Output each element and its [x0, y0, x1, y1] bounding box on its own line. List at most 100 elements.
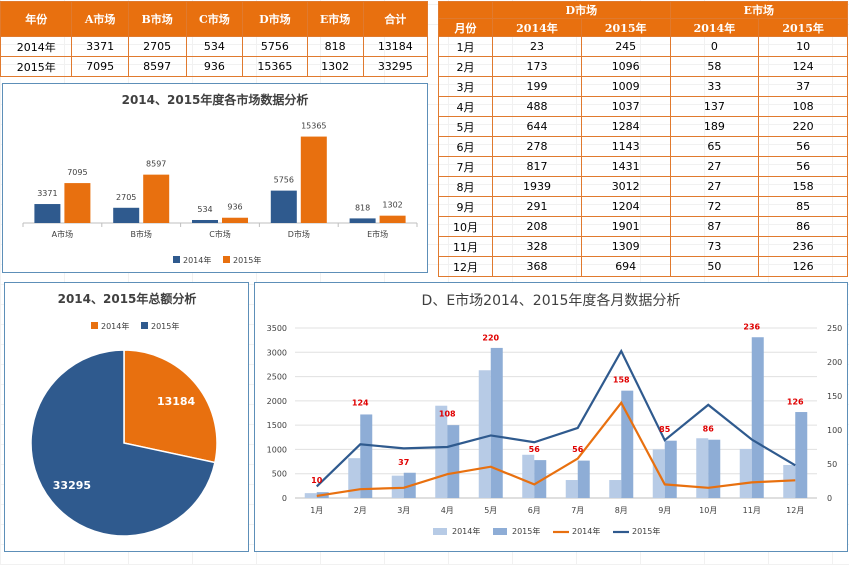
bar-2015	[300, 136, 327, 223]
legend-label: 2015年	[512, 526, 540, 536]
legend-label: 2014年	[572, 526, 600, 536]
bar-data-label: 8597	[146, 160, 166, 169]
monthly-header-cell: 2015年	[758, 18, 848, 37]
bar-data-label: 3371	[37, 189, 57, 198]
monthly-cell: 291	[492, 196, 582, 217]
monthly-cell: 1284	[580, 116, 671, 137]
bar-2015	[143, 174, 170, 223]
legend-swatch	[493, 528, 507, 535]
y-left-tick-label: 0	[282, 494, 287, 503]
legend-swatch	[433, 528, 447, 535]
legend-label: 2014年	[452, 526, 480, 536]
monthly-cell: 1204	[580, 196, 671, 217]
market-bar-chart[interactable]: 2014、2015年度各市场数据分析 A市场 3371 7095 B市场 2705 8597…	[2, 83, 428, 273]
data-label: 56	[572, 445, 584, 454]
monthly-row: 11月 328 1309 73 236	[437, 236, 848, 257]
x-tick-label: 4月	[441, 506, 454, 515]
bar-data-label: 818	[355, 203, 370, 212]
monthly-cell: 3月	[437, 76, 494, 97]
x-tick-label: D市场	[288, 229, 310, 239]
monthly-cell: 1939	[492, 176, 582, 197]
legend-label: 2014年	[101, 321, 129, 331]
summary-cell: 818	[306, 36, 364, 57]
pie-data-label: 33295	[53, 479, 91, 492]
bar-data-label: 1302	[382, 201, 402, 210]
line-2014年	[316, 400, 796, 498]
monthly-cell: 644	[492, 116, 582, 137]
legend-label: 2015年	[151, 321, 179, 331]
monthly-header-cell: 2014年	[492, 18, 582, 37]
data-label: 124	[352, 399, 369, 408]
monthly-header-cell: 月份	[437, 18, 494, 37]
monthly-cell: 1096	[580, 56, 671, 77]
x-tick-label: 10月	[699, 506, 717, 515]
market-bar-chart-svg: 2014、2015年度各市场数据分析 A市场 3371 7095 B市场 2705 8597…	[22, 92, 418, 265]
monthly-cell: 173	[492, 56, 582, 77]
monthly-cell: 8月	[437, 176, 494, 197]
monthly-cell: 1009	[580, 76, 671, 97]
monthly-cell: 108	[758, 96, 848, 117]
x-tick-label: 7月	[571, 506, 584, 515]
monthly-header-cell: 2014年	[669, 18, 760, 37]
monthly-combo-chart-svg: D、E市场2014、2015年度各月数据分析050010001500200025…	[267, 292, 843, 536]
bar-2014年	[435, 405, 448, 498]
summary-cell: 2014年	[0, 36, 73, 57]
x-tick-label: 11月	[743, 506, 761, 515]
bar-data-label: 15365	[301, 122, 326, 131]
monthly-cell: 694	[580, 256, 671, 277]
monthly-cell: 220	[758, 116, 848, 137]
bar-2015年	[360, 414, 373, 498]
monthly-cell: 11月	[437, 236, 494, 257]
monthly-row: 6月 278 1143 65 56	[437, 136, 848, 157]
legend-swatch	[141, 322, 148, 329]
monthly-cell: 817	[492, 156, 582, 177]
bar-2014年	[522, 454, 535, 498]
monthly-row: 7月 817 1431 27 56	[437, 156, 848, 177]
x-tick-label: 3月	[397, 506, 410, 515]
e-market-group-header: E市场	[669, 1, 849, 19]
x-tick-label: E市场	[367, 229, 388, 239]
summary-header-cell: A市场	[71, 1, 129, 37]
monthly-cell: 126	[758, 256, 848, 277]
total-pie-chart[interactable]: 2014、2015年总额分析 2014年 2015年 13184 33295	[4, 282, 249, 552]
monthly-row: 2月 173 1096 58 124	[437, 56, 848, 77]
bar-data-label: 5756	[274, 176, 294, 185]
bar-2014年	[565, 480, 578, 498]
monthly-cell: 33	[669, 76, 760, 97]
x-tick-label: 1月	[310, 506, 323, 515]
monthly-cell: 208	[492, 216, 582, 237]
monthly-cell: 37	[758, 76, 848, 97]
monthly-cell: 488	[492, 96, 582, 117]
y-left-tick-label: 3000	[267, 348, 287, 357]
monthly-cell: 7月	[437, 156, 494, 177]
monthly-header-cell: 2015年	[580, 18, 671, 37]
bar-2014年	[696, 438, 709, 498]
y-left-tick-label: 1500	[267, 421, 287, 430]
data-label: 86	[703, 425, 715, 434]
chart-title: 2014、2015年度各市场数据分析	[122, 92, 309, 107]
bar-2015年	[447, 425, 460, 498]
data-label: 220	[482, 333, 499, 342]
monthly-combo-chart[interactable]: D、E市场2014、2015年度各月数据分析 0 500 1000 1500 2000 25…	[254, 282, 848, 552]
monthly-cell: 236	[758, 236, 848, 257]
monthly-cell: 58	[669, 56, 760, 77]
bar-2014年	[391, 475, 404, 498]
y-left-tick-label: 3500	[267, 324, 287, 333]
monthly-cell: 86	[758, 216, 848, 237]
legend-swatch	[173, 256, 180, 263]
bar-2015年	[664, 440, 677, 498]
summary-cell: 5756	[242, 36, 308, 57]
data-label: 236	[743, 323, 760, 332]
data-label: 108	[439, 410, 456, 419]
y-right-tick-label: 200	[827, 358, 842, 367]
summary-cell: 15365	[242, 56, 308, 77]
monthly-row: 1月 23 245 0 10	[437, 36, 848, 57]
data-label: 10	[311, 476, 323, 485]
monthly-cell: 2月	[437, 56, 494, 77]
y-left-tick-label: 500	[272, 470, 287, 479]
y-right-tick-label: 150	[827, 392, 842, 401]
data-label: 56	[529, 445, 541, 454]
monthly-cell: 1901	[580, 216, 671, 237]
chart-title: 2014、2015年总额分析	[58, 291, 197, 306]
monthly-row: 5月 644 1284 189 220	[437, 116, 848, 137]
